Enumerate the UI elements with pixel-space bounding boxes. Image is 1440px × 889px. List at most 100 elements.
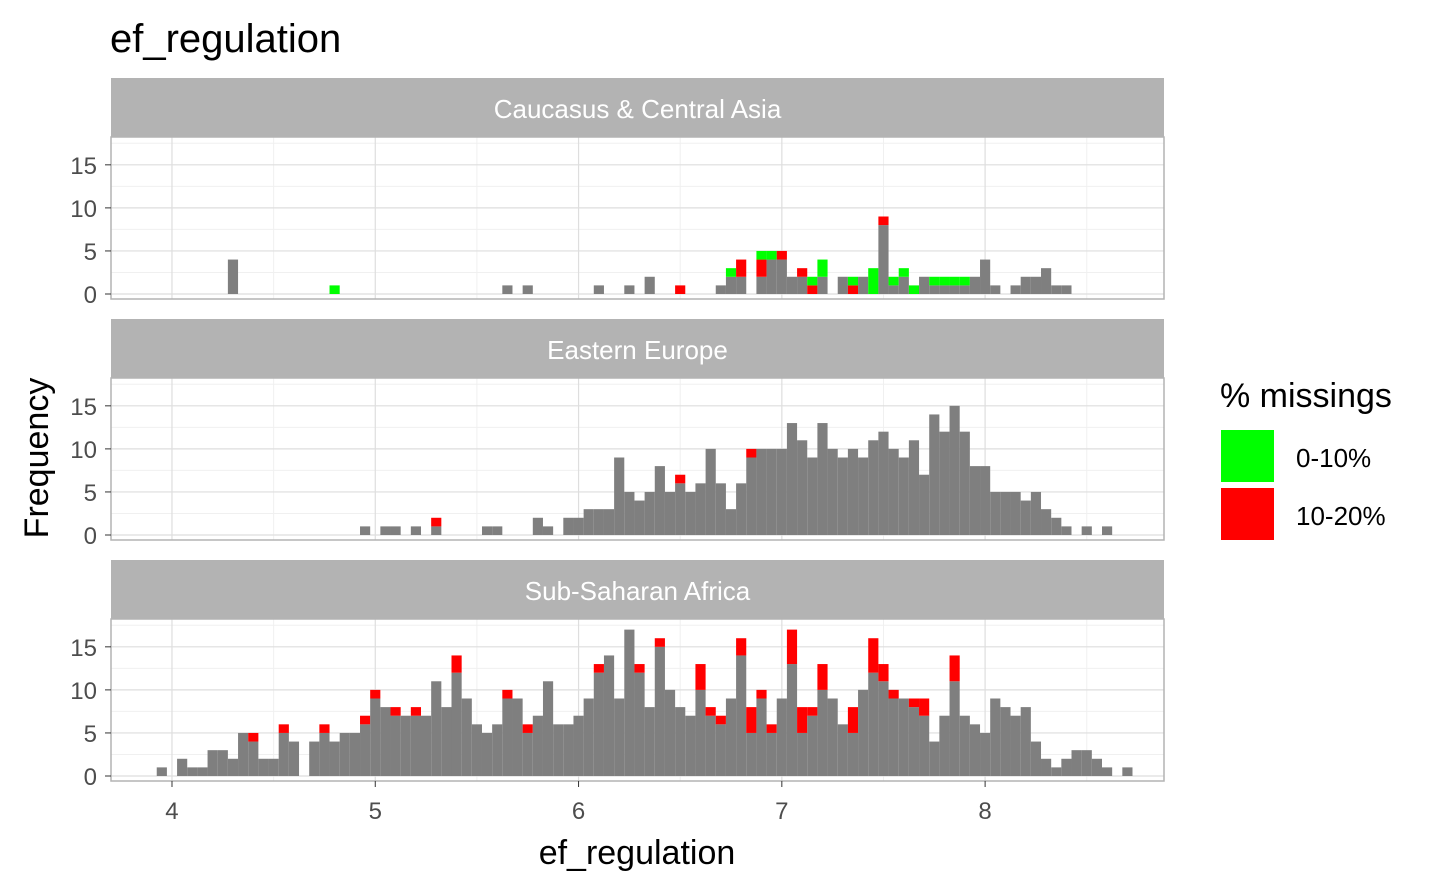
histogram-bar bbox=[1101, 526, 1113, 535]
histogram-bar bbox=[898, 276, 909, 294]
y-tick-label: 15 bbox=[70, 394, 97, 421]
x-tick-label: 7 bbox=[775, 798, 788, 825]
histogram-bar-missing-0-10 bbox=[908, 285, 920, 294]
histogram-bar bbox=[1081, 526, 1092, 535]
histogram-bar bbox=[797, 276, 808, 294]
facet-panel: Caucasus & Central Asia 0 5 10 15 bbox=[70, 78, 1165, 309]
histogram-bar bbox=[1010, 491, 1021, 535]
histogram-bar bbox=[786, 664, 798, 776]
histogram-bar bbox=[929, 414, 940, 535]
histogram-bar bbox=[786, 276, 798, 294]
histogram-bar-missing-10-20 bbox=[705, 707, 716, 716]
histogram-bar bbox=[980, 259, 991, 294]
legend-swatch-green bbox=[1221, 430, 1274, 482]
histogram-bar bbox=[441, 707, 452, 776]
histogram-bar-missing-10-20 bbox=[715, 715, 726, 725]
histogram-bar-missing-0-10 bbox=[949, 276, 960, 286]
histogram-bar-missing-10-20 bbox=[847, 707, 859, 733]
histogram-bar-missing-0-10 bbox=[847, 276, 859, 286]
y-tick-label: 15 bbox=[70, 153, 97, 180]
histogram-bar bbox=[451, 672, 462, 776]
legend-swatch-red bbox=[1221, 488, 1274, 540]
histogram-bar-missing-0-10 bbox=[817, 259, 828, 277]
facet-panel: Sub-Saharan Africa 0 5 10 15 bbox=[70, 560, 1165, 791]
histogram-bar-missing-0-10 bbox=[756, 250, 767, 260]
histogram-bar bbox=[370, 698, 381, 776]
histogram-bar bbox=[705, 448, 716, 535]
histogram-bar bbox=[715, 483, 726, 535]
histogram-bar-missing-10-20 bbox=[746, 707, 757, 733]
x-tick-label: 4 bbox=[165, 798, 178, 825]
histogram-bar-missing-0-10 bbox=[868, 268, 879, 294]
histogram-bar bbox=[725, 698, 737, 776]
histogram-bar bbox=[258, 758, 269, 776]
histogram-bar-missing-10-20 bbox=[360, 715, 371, 725]
histogram-bar bbox=[410, 715, 422, 776]
histogram-bar bbox=[756, 698, 767, 776]
histogram-bar bbox=[227, 758, 239, 776]
histogram-bar bbox=[248, 741, 259, 776]
histogram-bar bbox=[919, 474, 930, 535]
histogram-bar bbox=[1091, 758, 1102, 776]
histogram-bar bbox=[969, 724, 981, 776]
histogram-bar-missing-10-20 bbox=[797, 707, 808, 733]
histogram-bar bbox=[725, 509, 737, 535]
histogram-bar bbox=[603, 509, 615, 535]
histogram-bar bbox=[776, 259, 787, 294]
histogram-bar bbox=[583, 509, 594, 535]
histogram-bar bbox=[471, 724, 482, 776]
histogram-bar bbox=[634, 672, 645, 776]
histogram-bar bbox=[1061, 526, 1072, 535]
histogram-bar bbox=[1020, 276, 1031, 294]
histogram-bar bbox=[1030, 491, 1042, 535]
histogram-bar-missing-10-20 bbox=[248, 732, 259, 742]
histogram-bar-missing-10-20 bbox=[878, 216, 889, 226]
histogram-bar bbox=[776, 448, 787, 535]
histogram-bar-missing-10-20 bbox=[410, 707, 422, 716]
histogram-bar bbox=[664, 689, 676, 776]
histogram-bar bbox=[898, 698, 909, 776]
histogram-bar bbox=[532, 715, 543, 776]
histogram-bar bbox=[217, 750, 228, 776]
histogram-bar bbox=[797, 732, 808, 776]
histogram-bar-missing-10-20 bbox=[593, 664, 604, 673]
panel-border bbox=[110, 377, 1165, 541]
histogram-bar bbox=[1122, 767, 1133, 776]
histogram-bar-missing-10-20 bbox=[319, 724, 330, 733]
histogram-bar-missing-10-20 bbox=[949, 655, 960, 682]
histogram-bar bbox=[1000, 707, 1011, 776]
histogram-bar bbox=[949, 405, 960, 535]
facet-strip bbox=[111, 78, 1164, 137]
y-tick-label: 0 bbox=[84, 523, 97, 550]
histogram-bar bbox=[847, 732, 859, 776]
histogram-bar bbox=[756, 448, 767, 535]
histogram-bar bbox=[339, 732, 350, 776]
histogram-bar bbox=[664, 491, 676, 535]
histogram-bar bbox=[888, 285, 899, 294]
histogram-bar-missing-10-20 bbox=[807, 285, 818, 294]
histogram-bar bbox=[238, 732, 249, 776]
histogram-bar bbox=[207, 750, 218, 776]
histogram-bar-missing-10-20 bbox=[675, 474, 686, 484]
y-tick-label: 5 bbox=[84, 480, 97, 507]
histogram-bar-missing-10-20 bbox=[431, 517, 442, 527]
histogram-bar bbox=[929, 741, 940, 776]
histogram-bar bbox=[1020, 500, 1031, 535]
histogram-bar bbox=[736, 655, 747, 776]
histogram-bar bbox=[634, 500, 645, 535]
histogram-bar bbox=[898, 457, 909, 535]
histogram-bar bbox=[858, 276, 869, 294]
histogram-bar bbox=[410, 526, 422, 535]
legend-label-green: 0-10% bbox=[1296, 443, 1371, 473]
histogram-bar bbox=[675, 483, 686, 535]
histogram-bar bbox=[756, 276, 767, 294]
histogram-bar bbox=[1041, 268, 1052, 294]
histogram-bar bbox=[624, 491, 635, 535]
histogram-bar bbox=[1030, 741, 1042, 776]
histogram-bar bbox=[980, 466, 991, 535]
histogram-bar bbox=[959, 715, 970, 776]
histogram-bar-missing-10-20 bbox=[695, 664, 706, 690]
histogram-bar-missing-10-20 bbox=[776, 250, 787, 260]
histogram-bar bbox=[360, 724, 371, 776]
